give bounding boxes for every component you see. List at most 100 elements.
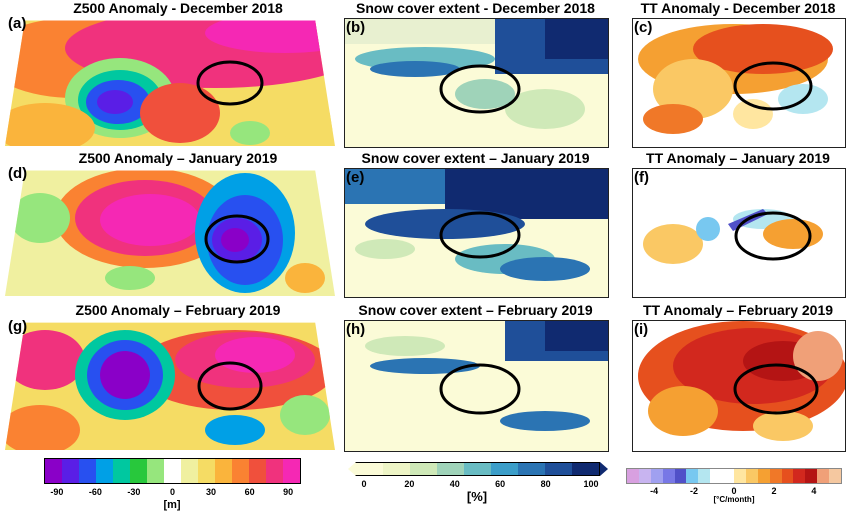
snow-colorbar-left-arrow [348, 462, 356, 476]
snow-colorbar-ticks: 0 20 40 60 80 100 [361, 479, 598, 491]
snow-colorbar-unit: [%] [466, 489, 488, 504]
panel-b-title: Snow cover extent - December 2018 [356, 0, 595, 16]
snow-map-feb-2019 [344, 320, 609, 452]
colorbar-tick-label: -4 [650, 486, 659, 496]
snow-colorbar [355, 462, 600, 476]
colorbar-swatch [572, 463, 599, 475]
colorbar-swatch [734, 469, 746, 483]
colorbar-swatch [710, 469, 723, 483]
colorbar-tick-label: 60 [244, 487, 255, 497]
colorbar-swatch [283, 459, 300, 483]
colorbar-swatch [96, 459, 113, 483]
colorbar-swatch [181, 459, 198, 483]
colorbar-swatch [627, 469, 639, 483]
z500-colorbar-unit: [m] [163, 499, 181, 511]
colorbar-swatch [829, 469, 842, 483]
colorbar-swatch [383, 463, 410, 475]
z500-colorbar-ticks: -90 -60 -30 0 30 60 90 [44, 487, 301, 499]
colorbar-swatch [79, 459, 96, 483]
snow-map-jan-2019 [344, 168, 609, 298]
colorbar-swatch [781, 469, 794, 483]
z500-field [5, 20, 335, 146]
z500-colorbar-strip [44, 458, 301, 484]
colorbar-swatch [249, 459, 266, 483]
z500-map-feb-2019 [5, 322, 335, 450]
colorbar-swatch [638, 469, 651, 483]
panel-h-letter: (h) [346, 321, 366, 338]
panel-e-title: Snow cover extent – January 2019 [361, 150, 590, 166]
colorbar-swatch [130, 459, 147, 483]
colorbar-swatch [113, 459, 130, 483]
colorbar-swatch [662, 469, 675, 483]
colorbar-swatch [686, 469, 699, 483]
tt-map-feb-2019 [632, 320, 846, 452]
panel-i-letter: (i) [634, 321, 649, 338]
tt-colorbar-ticks: -4 -2 0 2 4 [626, 486, 842, 498]
z500-map-dec-2018 [5, 20, 335, 146]
colorbar-swatch [464, 463, 491, 475]
snow-field [345, 169, 608, 297]
colorbar-tick-label: 40 [449, 479, 460, 489]
colorbar-swatch [266, 459, 283, 483]
z500-colorbar [44, 458, 301, 484]
colorbar-tick-label: -30 [127, 487, 141, 497]
colorbar-swatch [793, 469, 806, 483]
colorbar-swatch [545, 463, 572, 475]
colorbar-tick-label: 30 [206, 487, 217, 497]
z500-field [5, 170, 335, 296]
colorbar-swatch [45, 459, 62, 483]
tt-map-jan-2019 [632, 168, 846, 298]
tt-map-dec-2018 [632, 18, 846, 148]
colorbar-swatch [745, 469, 758, 483]
colorbar-tick-label: -2 [690, 486, 699, 496]
z500-field [5, 322, 335, 450]
panel-i-title: TT Anomaly – February 2019 [642, 302, 834, 318]
panel-b-letter: (b) [346, 19, 366, 36]
colorbar-swatch [356, 463, 383, 475]
colorbar-swatch [164, 459, 181, 483]
colorbar-swatch [817, 469, 830, 483]
panel-d-title: Z500 Anomaly – January 2019 [78, 150, 278, 166]
colorbar-tick-label: 90 [283, 487, 294, 497]
z500-map-jan-2019 [5, 170, 335, 296]
colorbar-tick-label: 100 [583, 479, 599, 489]
colorbar-swatch [215, 459, 232, 483]
panel-f-letter: (f) [634, 169, 649, 186]
tt-colorbar-unit: [°C/month] [713, 495, 755, 504]
colorbar-tick-label: 0 [731, 486, 737, 496]
panel-h-title: Snow cover extent – February 2019 [358, 302, 593, 318]
colorbar-swatch [491, 463, 518, 475]
colorbar-swatch [62, 459, 79, 483]
snow-field [345, 321, 608, 451]
tt-field [633, 321, 845, 451]
panel-c-title: TT Anomaly - December 2018 [640, 0, 836, 16]
colorbar-swatch [232, 459, 249, 483]
colorbar-swatch [410, 463, 437, 475]
colorbar-tick-label: -60 [88, 487, 102, 497]
panel-d-letter: (d) [8, 165, 28, 182]
colorbar-swatch [769, 469, 782, 483]
snow-colorbar-strip [355, 462, 600, 476]
panel-f-title: TT Anomaly – January 2019 [646, 150, 830, 166]
panel-e-letter: (e) [346, 169, 365, 186]
colorbar-swatch [722, 469, 735, 483]
colorbar-swatch [437, 463, 464, 475]
colorbar-tick-label: 80 [540, 479, 551, 489]
colorbar-tick-label: 2 [771, 486, 777, 496]
colorbar-tick-label: -90 [50, 487, 64, 497]
colorbar-swatch [650, 469, 663, 483]
panel-c-letter: (c) [634, 19, 653, 36]
colorbar-swatch [805, 469, 818, 483]
panel-a-title: Z500 Anomaly - December 2018 [73, 0, 283, 16]
colorbar-tick-label: 4 [811, 486, 817, 496]
colorbar-swatch [698, 469, 711, 483]
snow-map-dec-2018 [344, 18, 609, 148]
colorbar-swatch [518, 463, 545, 475]
tt-colorbar-strip [626, 468, 842, 484]
colorbar-tick-label: 0 [361, 479, 367, 489]
colorbar-tick-label: 0 [169, 487, 176, 497]
colorbar-swatch [674, 469, 687, 483]
colorbar-swatch [757, 469, 770, 483]
colorbar-swatch [198, 459, 215, 483]
tt-field [633, 19, 845, 147]
